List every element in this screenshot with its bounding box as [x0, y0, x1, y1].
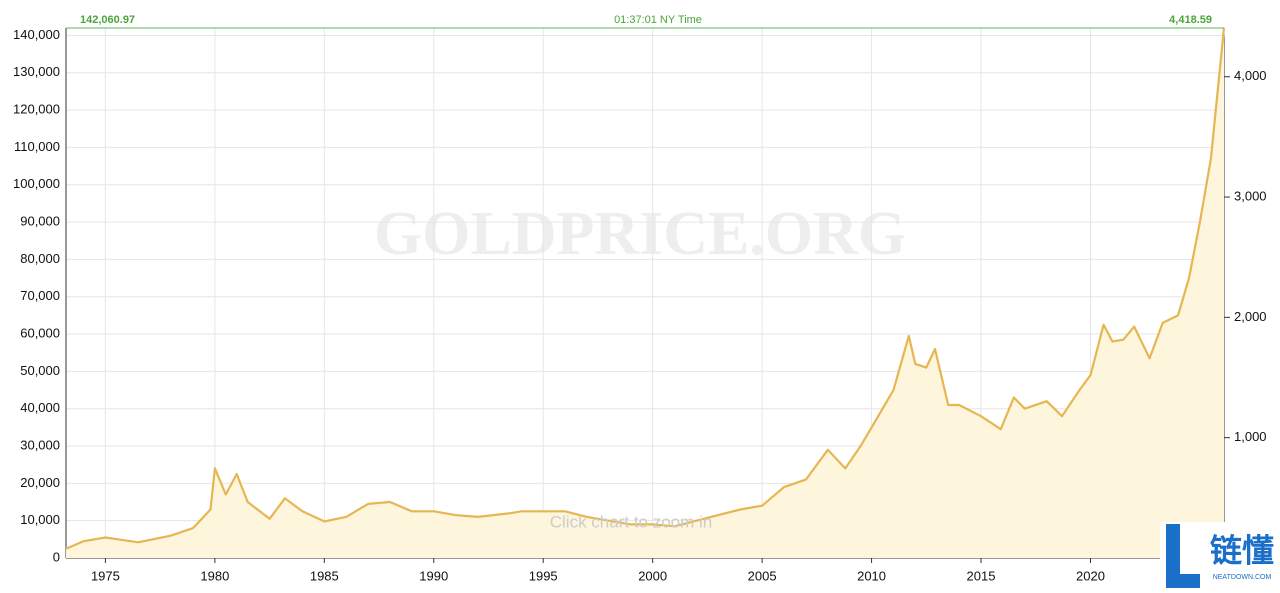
y-tick-label: 100,000 — [13, 176, 60, 191]
y-tick-label: 40,000 — [20, 400, 60, 415]
x-tick-label: 2015 — [967, 568, 996, 583]
y2-tick-label: 2,000 — [1234, 309, 1267, 324]
y-tick-label: 120,000 — [13, 102, 60, 117]
x-tick-label: 1980 — [200, 568, 229, 583]
x-tick-label: 1990 — [419, 568, 448, 583]
area — [66, 27, 1224, 559]
y-tick-label: 110,000 — [14, 139, 60, 154]
y-tick-label: 50,000 — [20, 363, 60, 378]
y2-tick-label: 3,000 — [1234, 188, 1267, 203]
y-tick-label: 130,000 — [13, 64, 60, 79]
price-line — [65, 27, 1226, 550]
y-tick-label: 140,000 — [13, 27, 60, 42]
logo-text: 链懂 — [1210, 532, 1274, 568]
time-label: 01:37:01 NY Time — [614, 14, 702, 26]
right-current: 4,418.59 — [1169, 14, 1212, 26]
y-tick-label: 90,000 — [20, 214, 60, 229]
left-current: 142,060.97 — [80, 14, 135, 26]
logo-mark — [1166, 524, 1200, 588]
y-tick-label: 70,000 — [20, 288, 60, 303]
y2-tick-label: 1,000 — [1234, 429, 1267, 444]
x-tick-label: 1995 — [529, 568, 558, 583]
y2-tick-label: 4,000 — [1234, 68, 1267, 83]
y-tick-label: 60,000 — [20, 325, 60, 340]
logo: 链懂 NEATDOWN.COM — [1160, 522, 1280, 593]
y-tick-label: 20,000 — [20, 475, 60, 490]
x-tick-label: 1985 — [310, 568, 339, 583]
x-tick-label: 2005 — [748, 568, 777, 583]
y-tick-label: 30,000 — [20, 437, 60, 452]
x-tick-label: 2000 — [638, 568, 667, 583]
x-tick-label: 2020 — [1076, 568, 1105, 583]
y-tick-label: 10,000 — [20, 512, 60, 527]
zoom-hint: Click chart to zoom in — [550, 512, 713, 531]
x-tick-label: 2010 — [857, 568, 886, 583]
watermark: GOLDPRICE.ORG — [374, 200, 906, 268]
y-tick-label: 0 — [53, 549, 60, 564]
y-tick-label: 80,000 — [20, 251, 60, 266]
logo-site: NEATDOWN.COM — [1213, 574, 1272, 581]
x-tick-label: 1975 — [91, 568, 120, 583]
